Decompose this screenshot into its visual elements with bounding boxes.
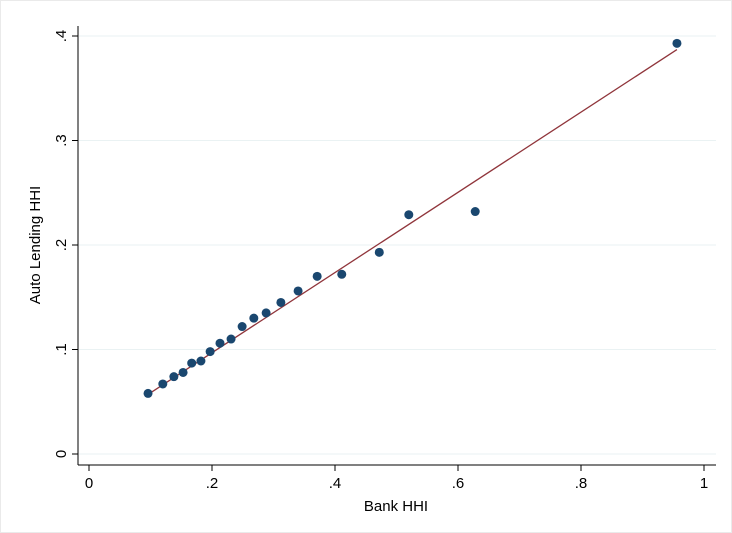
point bbox=[470, 207, 480, 217]
point bbox=[158, 379, 168, 389]
point bbox=[143, 388, 153, 398]
y-tick-label: 0 bbox=[53, 450, 70, 458]
point bbox=[187, 358, 197, 368]
y-tick-label: .1 bbox=[53, 343, 70, 356]
x-tick-label: .4 bbox=[329, 475, 342, 492]
x-tick-label: 0 bbox=[85, 475, 93, 492]
x-axis-title: Bank HHI bbox=[364, 498, 428, 515]
point bbox=[237, 322, 247, 332]
fit-line bbox=[147, 49, 678, 395]
point bbox=[276, 297, 286, 307]
point bbox=[226, 334, 236, 344]
point bbox=[293, 286, 303, 296]
y-tick-label: .3 bbox=[53, 134, 70, 147]
y-tick-label: .2 bbox=[53, 239, 70, 252]
point bbox=[374, 247, 384, 257]
point bbox=[196, 356, 206, 366]
x-tick-label: .6 bbox=[452, 475, 465, 492]
y-axis-title: Auto Lending HHI bbox=[27, 186, 44, 304]
point bbox=[337, 269, 347, 279]
point bbox=[178, 367, 188, 377]
x-tick-label: 1 bbox=[700, 475, 708, 492]
point bbox=[404, 210, 414, 220]
point bbox=[312, 271, 322, 281]
point bbox=[249, 313, 259, 323]
x-tick-label: .8 bbox=[575, 475, 588, 492]
point bbox=[169, 372, 179, 382]
point bbox=[672, 38, 682, 48]
point bbox=[215, 338, 225, 348]
point bbox=[261, 308, 271, 318]
x-tick-label: .2 bbox=[206, 475, 219, 492]
y-tick-label: .4 bbox=[53, 30, 70, 43]
point bbox=[205, 347, 215, 357]
